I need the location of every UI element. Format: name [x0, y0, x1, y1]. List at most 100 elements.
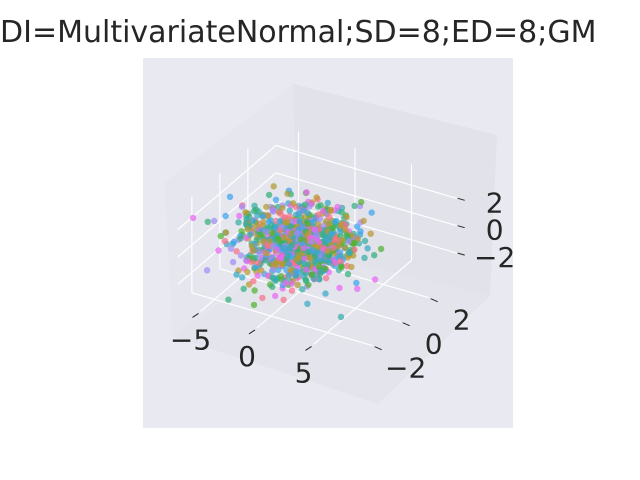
scatter-point — [326, 259, 333, 266]
scatter-point — [326, 214, 333, 221]
scatter-points — [189, 183, 385, 321]
scatter-point — [239, 274, 246, 281]
scatter-point — [244, 268, 251, 276]
z-tick-mark — [457, 225, 465, 229]
y-tick-mark — [374, 346, 382, 351]
scatter-point — [262, 257, 269, 264]
scatter-point — [328, 231, 335, 238]
scatter-point — [286, 244, 293, 251]
scatter-point — [276, 254, 283, 261]
scatter-point — [324, 248, 331, 255]
back-pane-left — [165, 84, 298, 336]
scatter-point — [327, 207, 334, 215]
scatter-point — [272, 292, 279, 300]
y-tick-mark — [402, 322, 410, 327]
scatter-point — [260, 212, 267, 220]
grid-line-z-back — [275, 172, 457, 227]
scatter-point — [287, 223, 294, 230]
scatter-point — [354, 285, 361, 292]
grid-line-y-floor — [219, 268, 401, 323]
scatter-point — [337, 222, 344, 229]
scatter-point — [320, 207, 327, 215]
scatter-point — [337, 258, 344, 265]
scatter-point — [288, 230, 295, 238]
scatter-point — [251, 287, 258, 294]
scatter-point — [308, 238, 315, 245]
scatter-point — [361, 237, 369, 245]
scatter-point — [288, 287, 296, 294]
scatter-point — [333, 217, 340, 225]
scatter-point — [342, 244, 349, 252]
scatter-point — [361, 254, 368, 261]
scatter-point — [229, 258, 237, 266]
scatter-point — [293, 268, 300, 275]
scatter-point — [269, 265, 277, 273]
scatter-point — [276, 218, 284, 225]
scatter-point — [367, 230, 374, 237]
x-tick-mark — [192, 313, 199, 318]
scatter-point — [338, 236, 346, 244]
scatter-point — [303, 189, 310, 196]
scatter-point — [269, 274, 276, 281]
scatter-point — [297, 236, 305, 243]
scatter-point — [335, 242, 342, 250]
scatter-point — [304, 300, 311, 307]
scatter-point — [338, 262, 345, 270]
scatter-point — [276, 227, 283, 234]
scatter-point — [227, 245, 235, 252]
scatter-point — [301, 255, 308, 262]
scatter-point — [233, 271, 240, 278]
y-tick-mark — [430, 298, 438, 303]
scatter-point — [317, 202, 324, 209]
scatter-point — [244, 225, 251, 233]
scatter-point — [236, 212, 243, 220]
scatter-point — [254, 259, 262, 266]
scatter-point — [259, 294, 266, 302]
scatter-point — [279, 204, 286, 212]
scatter-point — [326, 236, 333, 243]
scatter-point — [230, 238, 238, 246]
x-tick-label: 0 — [238, 340, 256, 373]
scatter-point — [337, 313, 345, 321]
scatter-point — [277, 273, 285, 280]
scatter-point — [343, 214, 350, 221]
y-tick-label: 0 — [425, 328, 443, 361]
scatter-point — [272, 196, 280, 203]
scatter-point — [294, 229, 301, 237]
scatter-point — [348, 263, 355, 271]
scatter-point — [302, 266, 310, 273]
scatter-point — [277, 210, 284, 217]
z-tick-label: 2 — [486, 186, 504, 219]
scatter-point — [280, 296, 287, 303]
scatter-point — [240, 285, 247, 292]
scatter-point — [270, 183, 277, 190]
scatter-point — [211, 217, 218, 225]
scatter-point — [217, 232, 224, 240]
scatter-point — [250, 278, 257, 285]
scatter-point — [222, 212, 229, 220]
scatter-point — [238, 203, 246, 210]
scatter-point — [312, 258, 319, 265]
scatter-point — [315, 211, 322, 218]
scatter-point — [281, 234, 288, 241]
scatter-point — [285, 272, 292, 279]
scatter-point — [269, 207, 277, 214]
scatter-point — [345, 238, 352, 245]
scatter-point — [290, 200, 297, 207]
scatter-point — [308, 271, 316, 278]
scatter-point — [302, 277, 310, 285]
scatter-point — [295, 210, 302, 217]
scatter-point — [346, 249, 353, 257]
scatter-point — [242, 234, 249, 242]
scatter-point — [322, 275, 330, 282]
scatter-point — [313, 248, 321, 256]
scatter-point — [357, 228, 364, 235]
scatter-point — [282, 219, 289, 226]
scatter-point — [304, 220, 312, 227]
scatter-point — [296, 218, 303, 225]
scatter-point — [221, 237, 229, 245]
scatter-point — [265, 218, 273, 225]
scatter-point — [313, 194, 320, 201]
scatter-point — [250, 301, 258, 309]
